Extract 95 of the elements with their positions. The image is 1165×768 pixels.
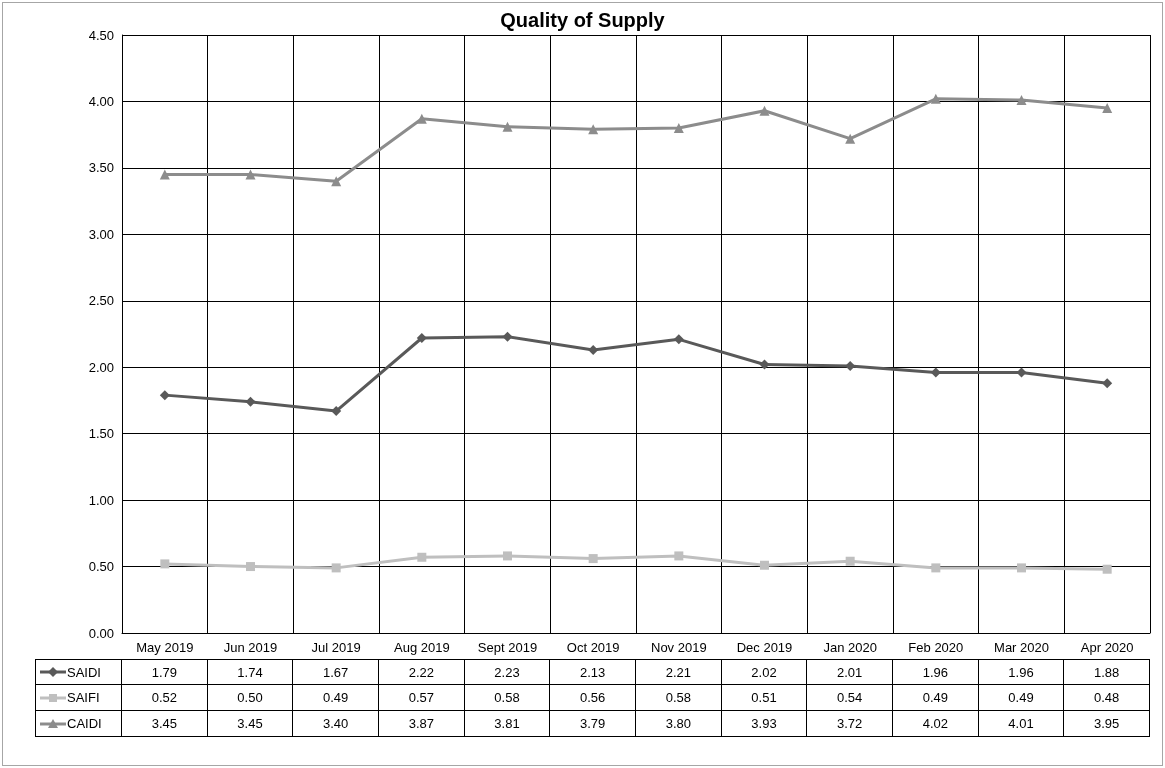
point [759,105,770,116]
x-tick-label: Jun 2019 [223,640,278,655]
data-label: 3.45 [207,711,294,737]
data-label: 3.95 [1064,711,1150,737]
y-tick-label: 4.50 [88,27,114,43]
data-label: 0.52 [122,685,208,711]
data-label: 3.87 [379,711,465,737]
data-label: 0.58 [636,685,722,711]
data-label: 1.67 [293,659,379,685]
point [245,396,256,407]
point [930,367,941,378]
data-label: 0.54 [807,685,893,711]
data-label: 2.13 [550,659,636,685]
data-label: 0.50 [207,685,294,711]
point [759,359,770,370]
point [502,121,513,132]
y-tick-label: 1.00 [88,492,114,508]
point [160,559,170,569]
data-label: 3.81 [464,711,551,737]
data-label: 2.21 [636,659,722,685]
y-tick-label: 0.00 [88,625,114,641]
y-tick-label: 4.00 [88,93,114,109]
x-tick-label: Mar 2020 [994,640,1049,655]
point [1102,103,1113,114]
legend-label: SAIDI [67,664,101,680]
point [331,406,342,417]
point [1102,378,1113,389]
point [930,93,941,104]
y-tick-label: 3.50 [88,160,114,176]
data-label: 4.01 [978,711,1065,737]
data-label: 3.45 [122,711,208,737]
data-label: 3.72 [807,711,893,737]
point [673,334,684,345]
data-label: 0.49 [978,685,1065,711]
point [416,113,427,124]
point [1017,563,1026,573]
point [673,123,684,134]
y-tick-label: 2.50 [88,293,114,309]
point [502,331,513,342]
data-label: 0.51 [721,685,808,711]
data-label: 3.80 [636,711,722,737]
data-label: 0.49 [893,685,979,711]
point [931,563,941,573]
x-tick-label: Sept 2019 [477,640,538,655]
point [588,124,599,135]
x-tick-label: Feb 2020 [908,640,964,655]
x-tick-label: Jul 2019 [311,640,361,655]
point [331,176,342,187]
point [159,169,170,180]
data-label: 0.58 [464,685,551,711]
data-label: 1.79 [122,659,208,685]
point [417,552,427,562]
x-tick-label: May 2019 [136,640,194,655]
point [845,556,855,566]
data-label: 1.96 [978,659,1065,685]
data-label: 2.23 [464,659,551,685]
data-label: 4.02 [893,711,979,737]
point [760,560,769,570]
data-label: 3.79 [550,711,636,737]
point [331,563,341,573]
legend-label: CAIDI [67,716,102,731]
data-label: 3.40 [293,711,379,737]
point [159,390,170,401]
point [416,332,427,343]
data-label: 2.02 [721,659,808,685]
x-tick-label: Aug 2019 [394,640,450,655]
data-label: 0.49 [293,685,379,711]
data-label: 1.88 [1064,659,1150,685]
point [588,554,598,564]
x-tick-label: Dec 2019 [736,640,793,655]
data-label: 1.74 [207,659,294,685]
legend-label: SAIFI [67,690,100,705]
point [246,562,255,572]
chart-title: Quality of Supply [500,9,666,31]
x-tick-label: Jan 2020 [823,640,877,655]
y-tick-label: 1.50 [88,426,114,442]
data-label: 2.01 [807,659,893,685]
point [845,133,856,144]
y-tick-label: 0.50 [88,559,114,575]
data-label: 2.22 [379,659,465,685]
data-label: 0.48 [1064,685,1150,711]
x-tick-label: Oct 2019 [566,640,620,655]
point [1102,564,1112,574]
data-label: 0.57 [379,685,465,711]
point [1016,95,1027,106]
data-label: 0.56 [550,685,636,711]
point [674,551,684,561]
x-tick-label: Apr 2020 [1080,640,1134,655]
data-label: 1.96 [893,659,979,685]
x-tick-label: Nov 2019 [651,640,707,655]
point [245,169,256,180]
data-label: 3.93 [721,711,808,737]
y-tick-label: 2.00 [88,359,114,375]
y-tick-label: 3.00 [88,226,114,242]
point [503,551,512,561]
